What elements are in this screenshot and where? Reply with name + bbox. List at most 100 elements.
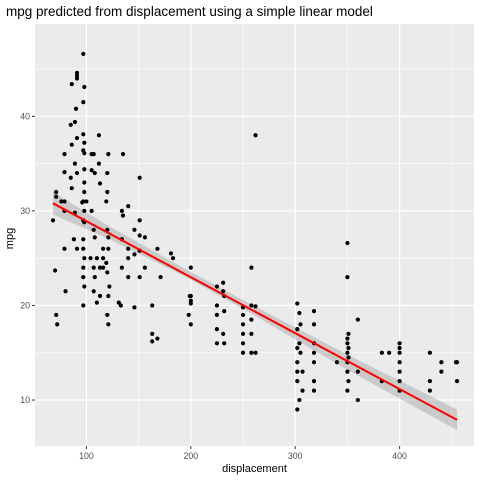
- data-point: [222, 341, 227, 346]
- data-point: [81, 100, 86, 105]
- data-point: [91, 289, 96, 294]
- x-tick-label: 400: [392, 451, 407, 461]
- data-point: [379, 350, 384, 355]
- y-tick-label: 40: [20, 111, 30, 121]
- data-point: [81, 246, 86, 251]
- data-point: [221, 289, 226, 294]
- data-point: [295, 407, 300, 412]
- data-point: [132, 227, 137, 232]
- data-point: [439, 369, 444, 374]
- data-point: [92, 170, 97, 176]
- data-point: [300, 388, 305, 393]
- data-point: [345, 388, 350, 393]
- data-point: [120, 152, 126, 157]
- data-point: [105, 312, 110, 318]
- data-point: [311, 388, 317, 393]
- data-point: [155, 336, 160, 341]
- data-point: [82, 284, 87, 289]
- data-point: [355, 317, 360, 322]
- data-point: [249, 331, 254, 336]
- data-point: [54, 189, 59, 195]
- data-point: [54, 312, 59, 318]
- data-point: [298, 350, 303, 355]
- data-point: [101, 256, 106, 261]
- data-point: [240, 341, 246, 346]
- data-point: [188, 265, 193, 270]
- data-point: [119, 265, 125, 270]
- data-point: [214, 341, 220, 346]
- data-point: [427, 350, 432, 355]
- data-point: [297, 341, 302, 346]
- y-tick-label: 10: [20, 395, 30, 405]
- data-point: [118, 303, 123, 308]
- data-point: [132, 305, 137, 310]
- data-point: [106, 235, 111, 240]
- data-point: [137, 175, 142, 180]
- data-point: [355, 397, 360, 403]
- data-point: [249, 350, 254, 355]
- data-point: [346, 345, 351, 351]
- data-point: [89, 168, 94, 173]
- data-point: [345, 341, 350, 346]
- data-point: [81, 274, 86, 280]
- data-point: [82, 151, 87, 156]
- x-tick-label: 200: [183, 451, 198, 461]
- data-point: [158, 274, 163, 280]
- data-point: [69, 142, 74, 147]
- data-point: [311, 360, 317, 365]
- data-point: [53, 268, 58, 273]
- data-point: [397, 369, 402, 374]
- data-point: [106, 246, 111, 251]
- x-tick-label: 300: [288, 451, 303, 461]
- data-point: [222, 309, 227, 314]
- data-point: [68, 122, 73, 127]
- data-point: [186, 312, 191, 318]
- data-point: [81, 132, 86, 137]
- data-point: [74, 73, 80, 78]
- data-point: [82, 140, 87, 145]
- data-point: [94, 300, 99, 305]
- data-point: [346, 355, 351, 360]
- data-point: [249, 265, 254, 270]
- data-point: [126, 246, 131, 251]
- data-point: [81, 51, 86, 56]
- data-point: [69, 82, 74, 87]
- data-point: [150, 331, 155, 336]
- plot-panel: [35, 24, 474, 446]
- data-point: [132, 252, 137, 257]
- data-point: [82, 208, 87, 213]
- data-point: [298, 322, 303, 327]
- data-point: [397, 341, 402, 346]
- data-point: [427, 388, 432, 393]
- data-point: [126, 256, 131, 261]
- data-point: [253, 350, 258, 355]
- data-point: [62, 246, 67, 251]
- data-point: [427, 379, 432, 384]
- data-point: [82, 189, 87, 195]
- data-point: [168, 251, 174, 256]
- minor-grid: [35, 24, 474, 446]
- data-point: [397, 360, 402, 365]
- y-tick-label: 20: [20, 300, 30, 310]
- data-point: [92, 235, 97, 240]
- data-point: [101, 246, 106, 251]
- data-point: [63, 289, 68, 294]
- data-point: [295, 301, 300, 306]
- data-point: [253, 133, 258, 138]
- data-point: [142, 235, 147, 240]
- data-point: [81, 199, 86, 204]
- data-point: [91, 152, 96, 157]
- x-axis-title: displacement: [222, 463, 287, 475]
- x-tick-label: 100: [79, 451, 94, 461]
- data-point: [311, 309, 317, 314]
- data-point: [297, 397, 302, 403]
- data-point: [295, 360, 300, 365]
- data-point: [214, 284, 220, 289]
- data-point: [170, 256, 176, 261]
- data-point: [253, 304, 258, 309]
- data-point: [106, 322, 111, 327]
- data-point: [387, 350, 392, 355]
- data-point: [104, 260, 109, 265]
- data-point: [188, 298, 193, 303]
